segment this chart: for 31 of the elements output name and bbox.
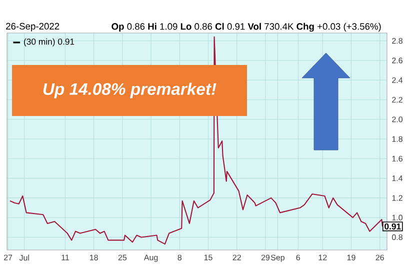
y-tick-label: 1.0 — [392, 214, 403, 220]
y-tick-label: 1.8 — [392, 136, 402, 142]
x-tick-label: 19 — [347, 254, 356, 260]
x-tick-label: 27 — [4, 254, 12, 260]
y-tick-label: 1.2 — [392, 195, 402, 201]
x-tick-label: 8 — [178, 254, 182, 260]
annotation: Up 14.08% premarket! — [43, 82, 216, 98]
x-tick-label: 12 — [318, 254, 327, 260]
y-tick-label: 1.6 — [392, 156, 402, 162]
chart-subtitle: 26-Sep-2022 — [6, 22, 60, 32]
x-tick-label: Jul — [19, 254, 29, 261]
y-tick-label: 2.4 — [392, 77, 403, 83]
annotation: 0.91 — [384, 223, 401, 230]
y-tick-label: 2.0 — [392, 116, 403, 122]
y-tick-label: 1.4 — [392, 176, 403, 182]
x-tick-label: Sep — [270, 254, 284, 262]
x-tick-label: Aug — [144, 254, 158, 262]
x-tick-label: 29 — [261, 254, 270, 260]
x-tick-label: 26 — [376, 254, 384, 260]
text: (30 min) 0.91 — [24, 38, 74, 46]
text: Op 0.86 Hi 1.09 Lo 0.86 Cl 0.91 Vol 730.4K Chg +0.03 (+3.56%) — [112, 22, 381, 32]
x-tick-label: 11 — [62, 254, 69, 260]
x-tick-label: 15 — [204, 254, 212, 260]
y-tick-label: 2.2 — [392, 96, 402, 103]
x-tick-label: 6 — [296, 254, 300, 260]
y-tick-label: 0.8 — [392, 234, 402, 240]
y-tick-label: 2.6 — [392, 58, 402, 64]
x-tick-label: 22 — [232, 254, 241, 260]
x-tick-label: 18 — [90, 254, 98, 260]
y-tick-label: 2.8 — [392, 38, 402, 44]
x-tick-label: 25 — [118, 254, 127, 260]
